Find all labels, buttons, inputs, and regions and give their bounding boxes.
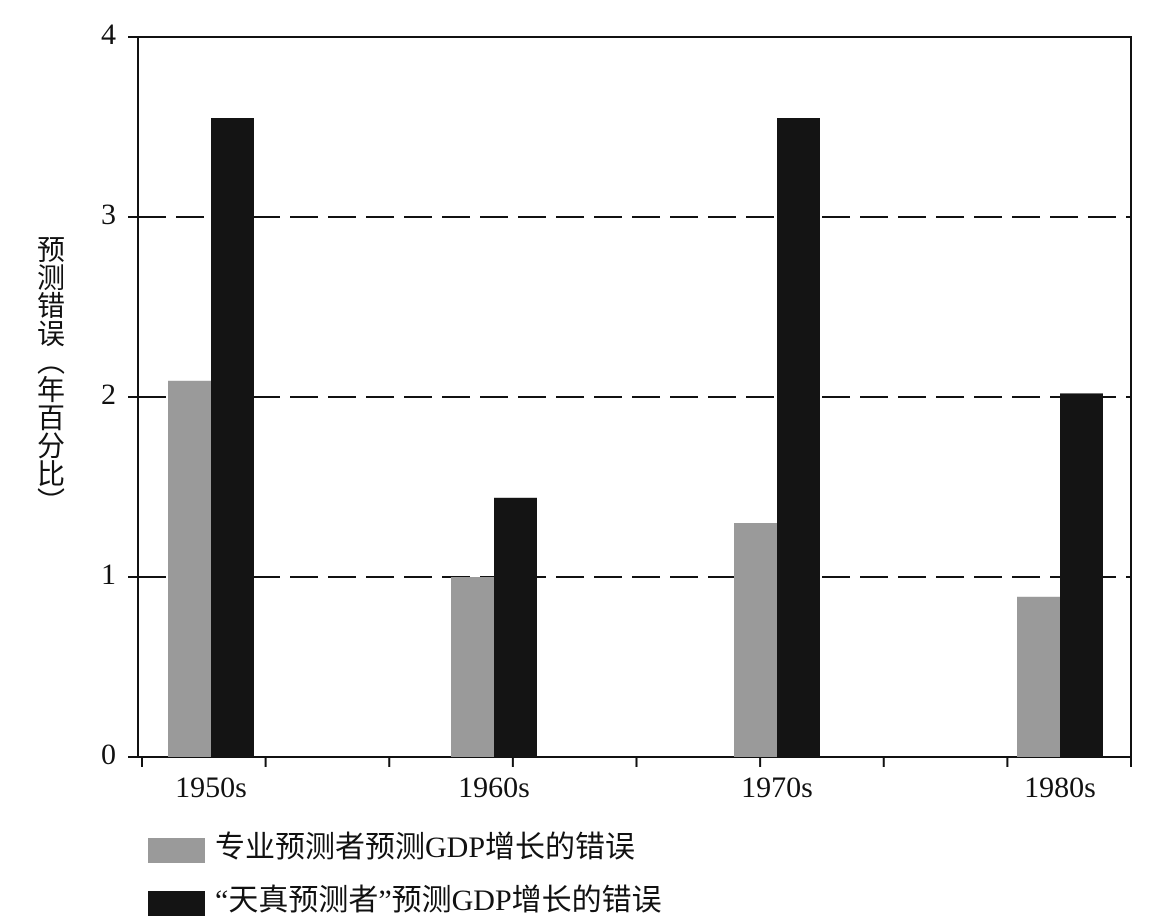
- bar: [494, 497, 537, 757]
- legend-swatch: [148, 891, 205, 916]
- bar: [211, 118, 254, 757]
- y-tick-label: 2: [101, 378, 116, 411]
- y-tick-label: 0: [101, 738, 116, 771]
- bar: [451, 577, 494, 757]
- legend-swatch: [148, 838, 205, 863]
- bar: [734, 523, 777, 757]
- y-axis-label: 预测错误（年百分比）: [33, 235, 66, 515]
- x-tick-label: 1980s: [1024, 771, 1096, 804]
- bar: [777, 118, 820, 757]
- bar: [1017, 596, 1060, 757]
- x-tick-label: 1970s: [741, 771, 813, 804]
- bar: [168, 380, 211, 757]
- legend-label: “天真预测者”预测GDP增长的错误: [215, 884, 662, 917]
- x-tick-label: 1960s: [458, 771, 530, 804]
- y-tick-label: 4: [101, 18, 116, 51]
- legend-label: 专业预测者预测GDP增长的错误: [215, 831, 635, 864]
- y-tick-label: 1: [101, 558, 116, 591]
- x-tick-label: 1950s: [175, 771, 247, 804]
- bar: [1060, 393, 1103, 757]
- y-tick-label: 3: [101, 198, 116, 231]
